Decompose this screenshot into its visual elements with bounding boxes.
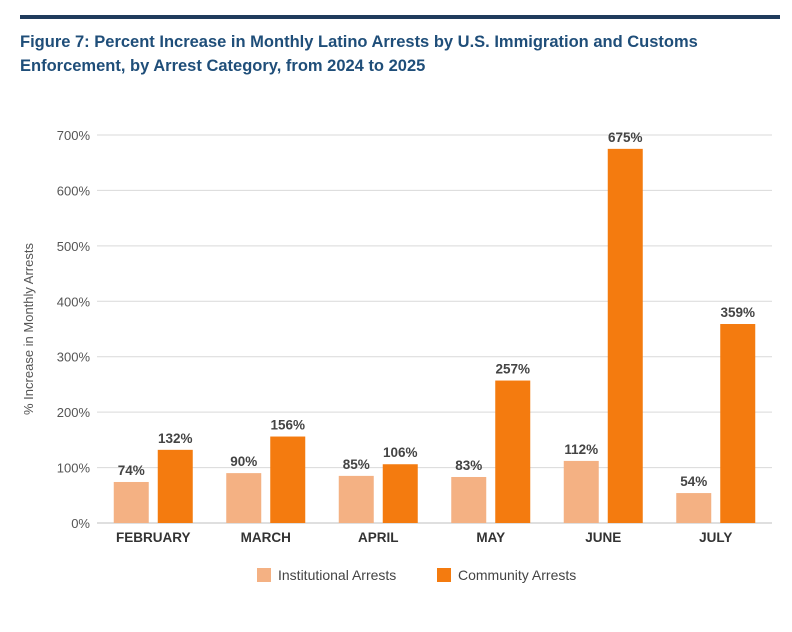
data-label: 74%	[118, 463, 145, 478]
institutional-bar	[451, 476, 487, 523]
y-tick-label: 200%	[57, 405, 91, 420]
data-label: 132%	[158, 431, 193, 446]
data-label: 257%	[495, 362, 530, 377]
institutional-bar	[563, 460, 599, 523]
community-bar	[720, 324, 756, 523]
data-label: 359%	[720, 305, 755, 320]
institutional-bar	[338, 475, 374, 523]
x-category-label: JULY	[699, 530, 732, 545]
x-category-label: FEBRUARY	[116, 530, 191, 545]
legend-institutional-swatch	[257, 568, 271, 582]
data-label: 156%	[270, 418, 305, 433]
legend-community-label: Community Arrests	[458, 567, 576, 583]
x-category-label: APRIL	[358, 530, 399, 545]
community-bar	[382, 464, 418, 523]
y-tick-label: 700%	[57, 128, 91, 143]
community-bar	[607, 148, 643, 523]
data-label: 83%	[455, 458, 482, 473]
institutional-bar	[113, 481, 149, 523]
y-tick-label: 100%	[57, 461, 91, 476]
legend-community-swatch	[437, 568, 451, 582]
data-label: 85%	[343, 457, 370, 472]
y-tick-label: 300%	[57, 350, 91, 365]
institutional-bar	[226, 473, 262, 523]
data-label: 112%	[564, 442, 598, 457]
y-tick-label: 500%	[57, 239, 91, 254]
data-label: 90%	[230, 454, 257, 469]
institutional-bar	[676, 493, 712, 523]
community-bar	[270, 436, 306, 523]
x-category-label: JUNE	[585, 530, 621, 545]
y-axis-title: % Increase in Monthly Arrests	[21, 243, 36, 415]
y-tick-label: 600%	[57, 183, 91, 198]
community-bar	[157, 449, 193, 523]
x-category-label: MARCH	[241, 530, 291, 545]
data-label: 675%	[608, 130, 643, 145]
y-tick-label: 0%	[71, 516, 90, 531]
y-tick-label: 400%	[57, 294, 91, 309]
community-bar	[495, 380, 531, 523]
figure-title: Figure 7: Percent Increase in Monthly La…	[20, 33, 698, 75]
data-label: 106%	[383, 445, 418, 460]
legend-institutional-label: Institutional Arrests	[278, 567, 396, 583]
top-rule	[20, 15, 780, 19]
x-category-label: MAY	[476, 530, 505, 545]
data-label: 54%	[680, 474, 707, 489]
